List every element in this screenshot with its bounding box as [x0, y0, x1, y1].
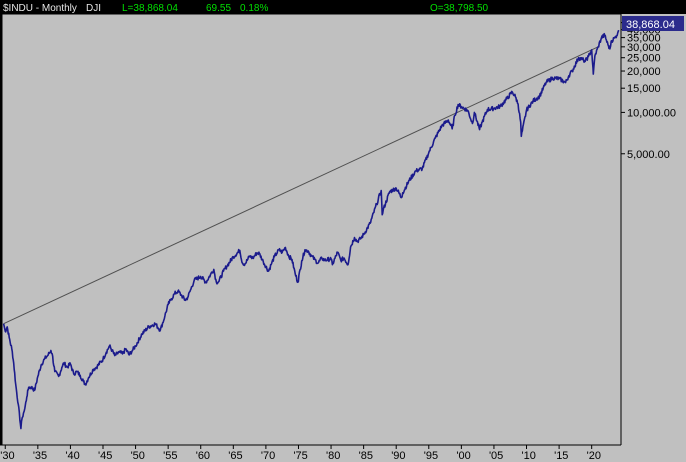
price-tag-value: 38,868.04 — [626, 19, 675, 31]
x-tick-label: '65 — [228, 450, 242, 462]
y-tick-label: 30,000 — [627, 42, 661, 54]
y-tick-label: 25,000 — [627, 53, 661, 65]
x-tick-label: '90 — [391, 450, 405, 462]
y-tick-label: 15,000 — [627, 83, 661, 95]
price-tag: 38,868.04 — [622, 16, 684, 31]
x-tick-label: '75 — [293, 450, 307, 462]
price-tag-box — [622, 16, 684, 31]
x-tick-label: '60 — [196, 450, 210, 462]
x-tick-label: '00 — [456, 450, 470, 462]
header-symbol: $INDU - Monthly — [3, 3, 77, 14]
header-open-quote: O=38,798.50 — [430, 3, 489, 14]
x-tick-label: '10 — [522, 450, 536, 462]
x-tick-label: '80 — [326, 450, 340, 462]
y-tick-label: 35,000 — [627, 33, 661, 45]
y-tick-label: 10,000.00 — [627, 107, 676, 119]
x-tick-label: '40 — [65, 450, 79, 462]
trend-line — [3, 46, 599, 325]
x-tick-label: '55 — [163, 450, 177, 462]
x-tick-label: '85 — [359, 450, 373, 462]
x-tick-label: '35 — [33, 450, 47, 462]
x-tick-label: '20 — [587, 450, 601, 462]
price-axis — [621, 14, 686, 445]
header-change: 69.55 — [206, 3, 231, 14]
x-tick-label: '30 — [0, 450, 14, 462]
x-tick-label: '50 — [131, 450, 145, 462]
dji-price-line — [2, 29, 620, 430]
header-last-quote: L=38,868.04 — [122, 3, 178, 14]
x-tick-label: '05 — [489, 450, 503, 462]
header-change-pct: 0.18% — [240, 3, 268, 14]
header-exchange: DJI — [86, 3, 101, 14]
x-tick-label: '15 — [554, 450, 568, 462]
x-tick-label: '95 — [424, 450, 438, 462]
y-tick-label: 5,000.00 — [627, 149, 670, 161]
y-tick-label: 20,000 — [627, 66, 661, 78]
x-tick-label: '45 — [98, 450, 112, 462]
x-tick-label: '70 — [261, 450, 275, 462]
plot-area — [1, 13, 622, 446]
time-axis — [0, 445, 686, 462]
